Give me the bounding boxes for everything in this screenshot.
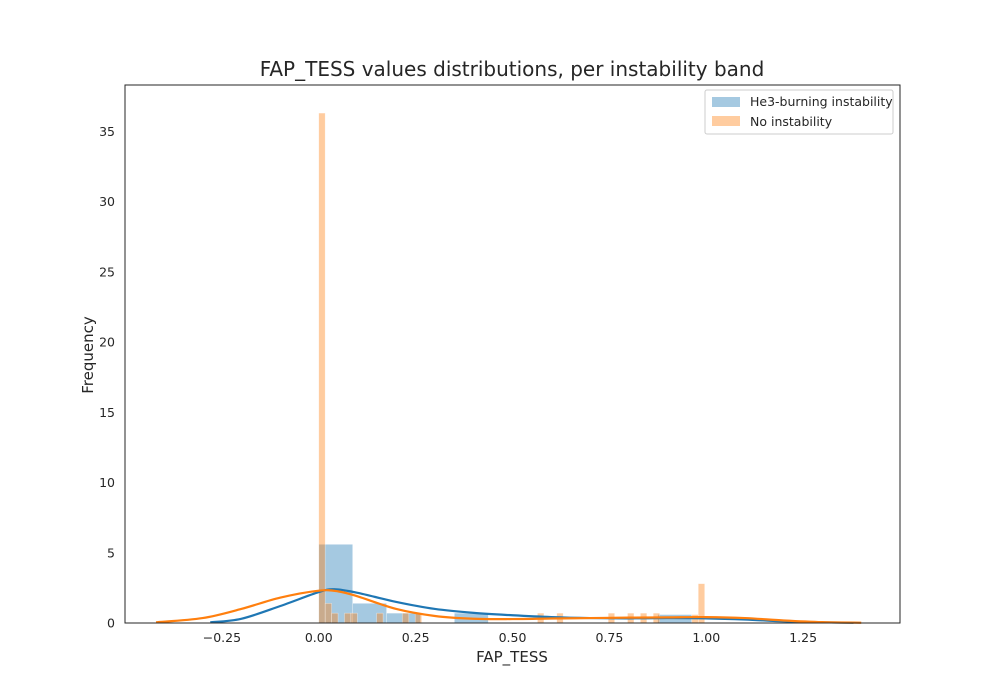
legend-frame [704, 89, 894, 135]
y-axis: 0 5 10 15 20 25 30 35 [99, 124, 115, 631]
histogram-bar-series1-4 [350, 612, 358, 624]
x-tick-label: 0.25 [402, 630, 430, 645]
y-axis-label: Frequency [79, 316, 97, 394]
x-tick-label: 0.75 [595, 630, 623, 645]
bars-layer [318, 112, 706, 624]
kde-line-series1 [155, 589, 862, 624]
x-tick-label: 1.00 [692, 630, 720, 645]
y-tick-label: 15 [99, 405, 115, 420]
legend-label-he3: He3-burning instability [750, 94, 893, 109]
chart-title: FAP_TESS values distributions, per insta… [260, 57, 765, 81]
histogram-bar-series1-1 [324, 603, 332, 624]
plot-frame [124, 84, 901, 624]
legend-label-no-instability: No instability [750, 114, 833, 129]
legend: He3-burning instability No instability [704, 89, 894, 135]
kde-layer [155, 588, 862, 624]
y-tick-label: 30 [99, 194, 115, 209]
histogram-bar-series1-5 [376, 612, 384, 624]
histogram-bar-series1-6 [402, 612, 410, 624]
x-axis-label: FAP_TESS [476, 648, 548, 667]
y-tick-label: 20 [99, 335, 115, 350]
x-tick-label: 0.00 [305, 630, 333, 645]
x-tick-label: 0.50 [499, 630, 527, 645]
histogram-bar-series1-3 [344, 612, 352, 624]
y-tick-label: 10 [99, 475, 115, 490]
x-tick-label: −0.25 [203, 630, 241, 645]
histogram-bar-series1-0 [318, 112, 326, 624]
histogram-bar-series1-2 [331, 612, 339, 624]
y-tick-label: 5 [107, 545, 115, 560]
legend-swatch-no-instability [712, 116, 740, 126]
y-tick-label: 0 [107, 616, 115, 631]
kde-line-series0 [210, 588, 854, 624]
y-tick-label: 25 [99, 264, 115, 279]
legend-swatch-he3 [712, 97, 740, 107]
histogram-bar-series0-0 [318, 544, 353, 624]
x-tick-label: 1.25 [789, 630, 817, 645]
x-axis: −0.25 0.00 0.25 0.50 0.75 1.00 1.25 [203, 630, 817, 645]
y-tick-label: 35 [99, 124, 115, 139]
